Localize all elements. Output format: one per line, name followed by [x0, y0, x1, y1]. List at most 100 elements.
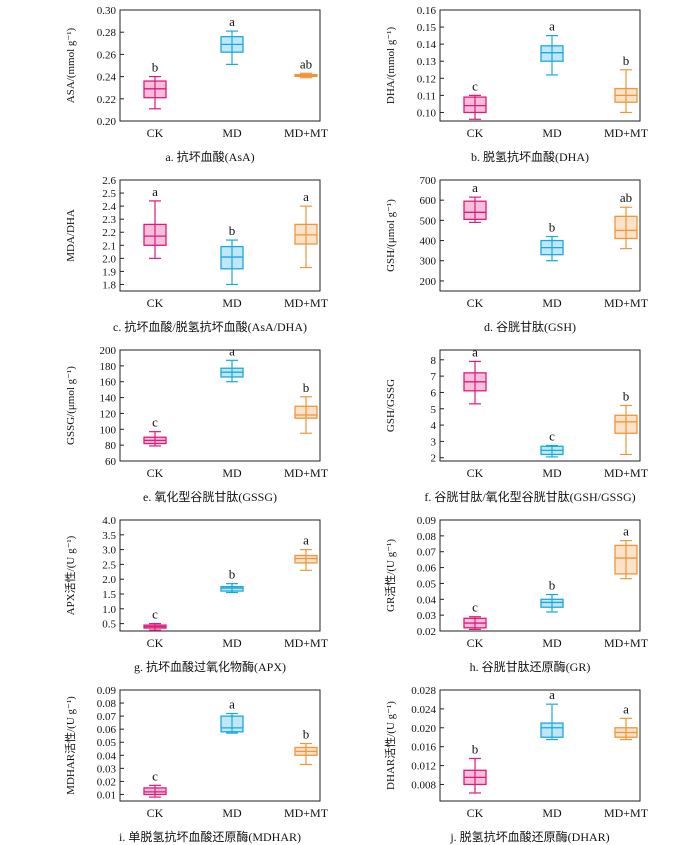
- box-md-mt: ab MD+MT: [284, 56, 329, 140]
- panel-e: 60 80 100 120 140 160 180 200 GSSG/(μmol g⁻¹) c CK…: [65, 343, 329, 504]
- y-tick-label: 600: [420, 195, 437, 207]
- y-tick-label: 0.08: [97, 698, 117, 710]
- box-iqr: [294, 405, 318, 419]
- y-tick-label: 2.3: [102, 214, 116, 226]
- plot-frame: [439, 689, 641, 802]
- y-tick-label: 0.024: [411, 704, 436, 716]
- x-category-label: MD: [222, 466, 242, 480]
- box-ck: b CK: [143, 60, 167, 140]
- y-tick-label: 0.06: [417, 563, 437, 575]
- box-ck: a CK: [463, 180, 487, 310]
- y-tick-label: 160: [100, 377, 117, 389]
- box-md-mt: a MD+MT: [284, 189, 329, 310]
- panel-f: 2 3 4 5 6 7 8 GSH/GSSG a CK c MD b MD+MT f. 谷胱甘肽/氧化型谷胱…: [385, 344, 649, 504]
- panel-d: 200 300 400 500 600 700 GSH/(μmol g⁻¹) a CK b MD ab…: [385, 175, 649, 334]
- significance-letter: a: [303, 533, 309, 548]
- y-tick-label: 0.07: [97, 711, 117, 723]
- y-tick-label: 0.09: [97, 685, 117, 697]
- panel-caption: j. 脱氢抗坏血酸还原酶(DHAR): [449, 829, 609, 844]
- x-category-label: CK: [467, 296, 484, 310]
- y-tick-label: 2.0: [102, 253, 116, 265]
- plot-frame: [119, 179, 321, 292]
- y-tick-label: 0.28: [97, 27, 117, 39]
- y-tick-label: 120: [100, 408, 117, 420]
- box-md-mt: a MD+MT: [284, 533, 329, 650]
- y-axis-label: MDA/DHA: [65, 209, 77, 262]
- box-iqr: [143, 787, 167, 796]
- y-tick-label: 0.02: [417, 626, 436, 638]
- y-tick-label: 0.016: [411, 742, 436, 754]
- panel-a: 0.20 0.22 0.24 0.26 0.28 0.30 ASA/(mmol g⁻¹) b C…: [65, 5, 329, 164]
- y-tick-label: 4: [431, 420, 437, 432]
- y-tick-label: 180: [100, 361, 117, 373]
- y-tick-label: 2.2: [102, 227, 116, 239]
- significance-letter: a: [152, 184, 158, 199]
- y-tick-label: 60: [105, 456, 117, 468]
- y-tick-label: 0.028: [411, 685, 436, 697]
- significance-letter: b: [549, 578, 556, 593]
- x-category-label: MD: [542, 636, 562, 650]
- y-tick-label: 0.12: [417, 73, 436, 85]
- x-category-label: CK: [467, 806, 484, 820]
- x-category-label: MD+MT: [604, 296, 649, 310]
- y-axis-label: GSH/GSSG: [385, 379, 397, 432]
- x-category-label: MD: [542, 126, 562, 140]
- y-tick-label: 1.9: [102, 266, 116, 278]
- significance-letter: c: [152, 768, 158, 783]
- y-tick-label: 5: [431, 404, 437, 416]
- y-tick-label: 0.012: [411, 761, 436, 773]
- panel-caption: i. 单脱氢抗坏血酸还原酶(MDHAR): [119, 829, 301, 844]
- x-category-label: CK: [467, 126, 484, 140]
- significance-letter: a: [472, 344, 478, 359]
- box-iqr: [294, 223, 318, 245]
- y-axis-label: DHA/(mmol g⁻¹): [385, 27, 397, 105]
- y-tick-label: 0.10: [417, 107, 437, 119]
- y-tick-label: 0.04: [417, 594, 437, 606]
- x-category-label: MD: [542, 466, 562, 480]
- y-axis-label: GSH/(μmol g⁻¹): [385, 199, 397, 272]
- y-tick-label: 1.8: [102, 279, 116, 291]
- box-iqr: [540, 598, 564, 608]
- panel-caption: b. 脱氢抗坏血酸(DHA): [471, 149, 589, 164]
- box-md: b MD: [540, 220, 564, 310]
- y-tick-label: 0.20: [97, 116, 117, 128]
- panel-h: 0.02 0.03 0.04 0.05 0.06 0.07 0.08 0.09 GR活性/(U …: [383, 515, 649, 674]
- panel-caption: d. 谷胱甘肽(GSH): [484, 319, 576, 334]
- y-tick-label: 200: [100, 345, 117, 357]
- x-category-label: MD: [542, 806, 562, 820]
- y-tick-label: 3: [431, 436, 437, 448]
- box-ck: b CK: [463, 741, 487, 820]
- significance-letter: a: [303, 189, 309, 204]
- box-iqr: [614, 414, 638, 434]
- box-md: a MD: [540, 687, 564, 820]
- box-md-mt: b MD+MT: [284, 727, 329, 820]
- plot-frame: [119, 519, 321, 632]
- significance-letter: b: [152, 60, 159, 75]
- x-category-label: MD+MT: [284, 296, 329, 310]
- significance-letter: c: [152, 607, 158, 622]
- panel-caption: c. 抗坏血酸/脱氢抗坏血酸(AsA/DHA): [113, 319, 307, 334]
- box-md: b MD: [220, 223, 244, 310]
- significance-letter: a: [472, 180, 478, 195]
- box-ck: a CK: [463, 344, 487, 480]
- x-category-label: MD: [542, 296, 562, 310]
- x-category-label: MD+MT: [284, 126, 329, 140]
- panel-j: 0.008 0.012 0.016 0.020 0.024 0.028 DHAR活性/(U …: [383, 685, 649, 844]
- panel-caption: h. 谷胱甘肽还原酶(GR): [470, 659, 591, 674]
- box-md-mt: a MD+MT: [604, 701, 649, 820]
- y-tick-label: 0.09: [417, 515, 437, 527]
- y-tick-label: 500: [420, 215, 437, 227]
- y-tick-label: 0.05: [97, 737, 117, 749]
- y-tick-label: 6: [431, 387, 437, 399]
- y-tick-label: 0.14: [417, 39, 437, 51]
- y-tick-label: 0.04: [97, 750, 117, 762]
- box-md: a MD: [220, 343, 244, 480]
- y-tick-label: 400: [420, 236, 437, 248]
- box-md-mt: b MD+MT: [284, 380, 329, 480]
- box-ck: c CK: [463, 78, 487, 140]
- y-tick-label: 4.0: [102, 515, 116, 527]
- y-tick-label: 0.08: [417, 531, 437, 543]
- y-tick-label: 2.5: [102, 188, 116, 200]
- y-tick-label: 0.24: [97, 72, 117, 84]
- box-ck: a CK: [143, 184, 167, 310]
